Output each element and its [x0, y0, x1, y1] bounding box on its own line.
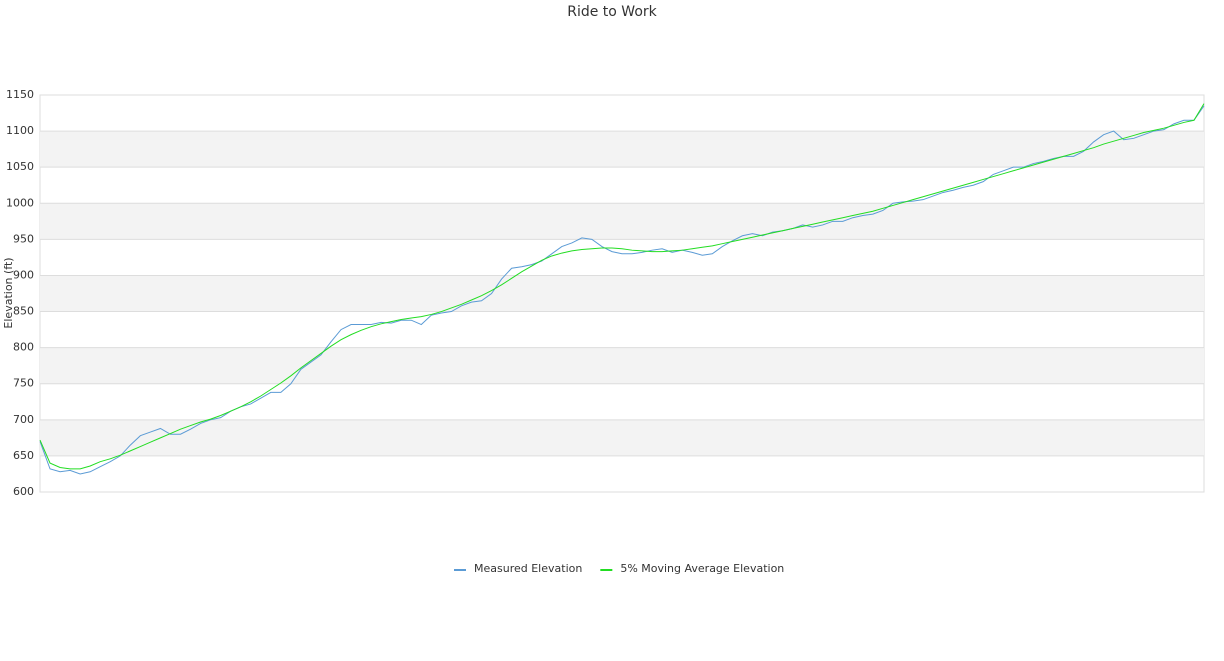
legend-label: Measured Elevation — [474, 562, 582, 575]
series-line — [39, 103, 1205, 470]
band — [40, 203, 1204, 240]
y-tick-label: 700 — [13, 413, 34, 426]
lines — [39, 103, 1205, 475]
band — [40, 275, 1204, 312]
y-tick-label: 850 — [13, 305, 34, 318]
y-tick-label: 600 — [13, 485, 34, 498]
y-tick-label: 750 — [13, 377, 34, 390]
y-tick-label: 650 — [13, 449, 34, 462]
band — [40, 419, 1204, 456]
grid: 600 650 700 750 800 850 900 950 1000 1050 1100 1150 — [6, 88, 1204, 498]
y-tick-label: 1000 — [6, 196, 34, 209]
legend: Measured Elevation 5% Moving Average Elev… — [454, 562, 784, 575]
y-tick-label: 1050 — [6, 160, 34, 173]
bands — [39, 94, 1205, 493]
y-tick-label: 1100 — [6, 124, 34, 137]
band — [40, 131, 1204, 168]
y-axis-label: Elevation (ft) — [2, 257, 15, 328]
y-tick-label: 1150 — [6, 88, 34, 101]
band — [40, 347, 1204, 384]
y-tick-label: 950 — [13, 232, 34, 245]
legend-label: 5% Moving Average Elevation — [620, 562, 784, 575]
y-tick-label: 900 — [13, 268, 34, 281]
chart-title: Ride to Work — [567, 4, 657, 20]
y-tick-label: 800 — [13, 341, 34, 354]
